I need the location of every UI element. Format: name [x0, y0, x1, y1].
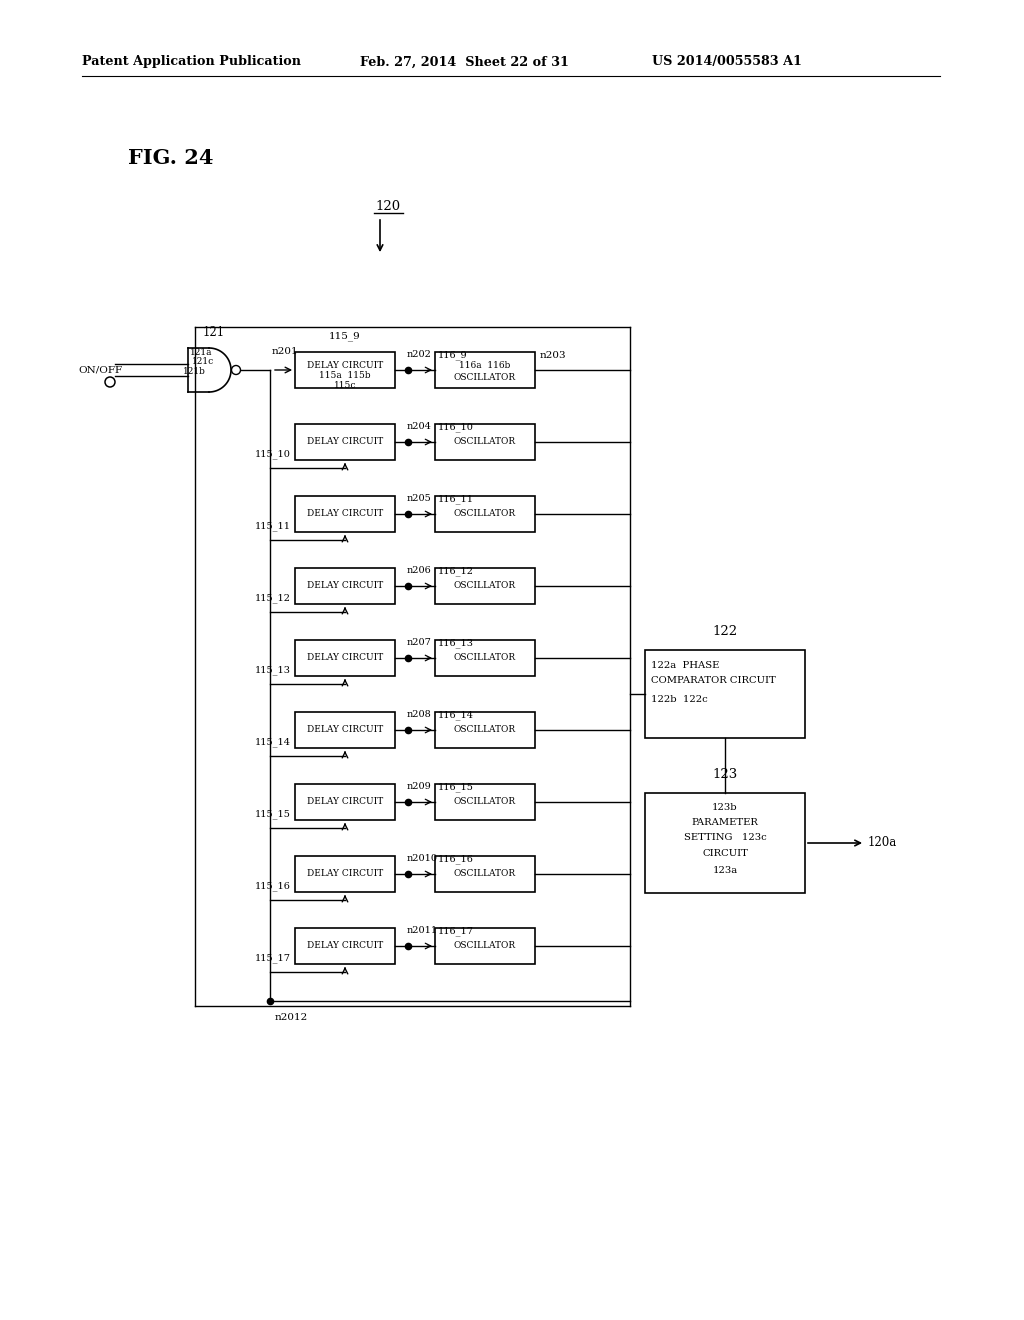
- Text: SETTING   123c: SETTING 123c: [684, 833, 766, 842]
- FancyBboxPatch shape: [435, 855, 535, 892]
- Text: 116a  116b: 116a 116b: [460, 360, 511, 370]
- FancyBboxPatch shape: [435, 424, 535, 459]
- Text: 120a: 120a: [868, 837, 897, 850]
- FancyBboxPatch shape: [645, 649, 805, 738]
- Text: 116_17: 116_17: [438, 927, 474, 936]
- FancyBboxPatch shape: [435, 352, 535, 388]
- Text: OSCILLATOR: OSCILLATOR: [454, 582, 516, 590]
- Text: DELAY CIRCUIT: DELAY CIRCUIT: [307, 797, 383, 807]
- Text: OSCILLATOR: OSCILLATOR: [454, 510, 516, 519]
- FancyBboxPatch shape: [295, 855, 395, 892]
- FancyBboxPatch shape: [435, 496, 535, 532]
- FancyBboxPatch shape: [435, 711, 535, 748]
- Text: 116_15: 116_15: [438, 781, 474, 792]
- Text: 121b: 121b: [182, 367, 206, 376]
- Text: 115a  115b: 115a 115b: [319, 371, 371, 380]
- FancyBboxPatch shape: [295, 424, 395, 459]
- FancyBboxPatch shape: [295, 784, 395, 820]
- Text: Feb. 27, 2014  Sheet 22 of 31: Feb. 27, 2014 Sheet 22 of 31: [360, 55, 569, 69]
- Text: DELAY CIRCUIT: DELAY CIRCUIT: [307, 510, 383, 519]
- Text: DELAY CIRCUIT: DELAY CIRCUIT: [307, 437, 383, 446]
- Text: n2012: n2012: [275, 1012, 308, 1022]
- Text: OSCILLATOR: OSCILLATOR: [454, 653, 516, 663]
- Text: 123a: 123a: [713, 866, 737, 875]
- Text: Patent Application Publication: Patent Application Publication: [82, 55, 301, 69]
- Text: DELAY CIRCUIT: DELAY CIRCUIT: [307, 726, 383, 734]
- Text: n209: n209: [407, 781, 432, 791]
- FancyBboxPatch shape: [295, 352, 395, 388]
- Text: n207: n207: [407, 638, 432, 647]
- Text: ON/OFF: ON/OFF: [78, 366, 122, 375]
- Text: n206: n206: [407, 566, 432, 576]
- Text: 115_17: 115_17: [255, 953, 291, 962]
- Text: n208: n208: [407, 710, 432, 719]
- Text: 115_15: 115_15: [255, 809, 291, 818]
- FancyBboxPatch shape: [645, 793, 805, 894]
- Text: 115_16: 115_16: [255, 880, 291, 891]
- FancyBboxPatch shape: [435, 640, 535, 676]
- Text: 122b  122c: 122b 122c: [651, 696, 708, 704]
- Text: 116_12: 116_12: [438, 566, 474, 576]
- Text: 121a: 121a: [189, 348, 212, 356]
- FancyBboxPatch shape: [295, 711, 395, 748]
- Text: 116_11: 116_11: [438, 494, 474, 504]
- Text: US 2014/0055583 A1: US 2014/0055583 A1: [652, 55, 802, 69]
- Text: 115_13: 115_13: [255, 665, 291, 675]
- Text: n2011: n2011: [407, 927, 438, 935]
- Text: PARAMETER: PARAMETER: [691, 818, 759, 828]
- FancyBboxPatch shape: [435, 568, 535, 605]
- Text: 121: 121: [203, 326, 225, 339]
- Text: DELAY CIRCUIT: DELAY CIRCUIT: [307, 870, 383, 879]
- Text: 115_12: 115_12: [255, 593, 291, 603]
- Text: n203: n203: [540, 351, 566, 360]
- Text: n202: n202: [407, 350, 432, 359]
- Text: FIG. 24: FIG. 24: [128, 148, 213, 168]
- Text: OSCILLATOR: OSCILLATOR: [454, 797, 516, 807]
- Text: OSCILLATOR: OSCILLATOR: [454, 374, 516, 383]
- Text: 115c: 115c: [334, 381, 356, 391]
- Text: 122a  PHASE: 122a PHASE: [651, 661, 720, 671]
- Text: 115_14: 115_14: [255, 737, 291, 747]
- Text: 115_9: 115_9: [329, 331, 360, 341]
- Text: n204: n204: [407, 422, 432, 432]
- Text: DELAY CIRCUIT: DELAY CIRCUIT: [307, 582, 383, 590]
- Text: DELAY CIRCUIT: DELAY CIRCUIT: [307, 653, 383, 663]
- Text: 122: 122: [713, 624, 737, 638]
- Text: OSCILLATOR: OSCILLATOR: [454, 870, 516, 879]
- Text: COMPARATOR CIRCUIT: COMPARATOR CIRCUIT: [651, 676, 776, 685]
- Text: 116_14: 116_14: [438, 710, 474, 719]
- Text: 115_10: 115_10: [255, 449, 291, 458]
- Text: 116_16: 116_16: [438, 854, 474, 863]
- Text: OSCILLATOR: OSCILLATOR: [454, 941, 516, 950]
- Text: DELAY CIRCUIT: DELAY CIRCUIT: [307, 941, 383, 950]
- Text: DELAY CIRCUIT: DELAY CIRCUIT: [307, 362, 383, 371]
- Text: n201: n201: [272, 347, 299, 356]
- FancyBboxPatch shape: [295, 640, 395, 676]
- Text: 123: 123: [713, 768, 737, 781]
- Text: 121c: 121c: [191, 356, 214, 366]
- Text: OSCILLATOR: OSCILLATOR: [454, 726, 516, 734]
- Text: OSCILLATOR: OSCILLATOR: [454, 437, 516, 446]
- FancyBboxPatch shape: [435, 928, 535, 964]
- FancyBboxPatch shape: [435, 784, 535, 820]
- Text: 123b: 123b: [712, 803, 738, 812]
- Text: 115_11: 115_11: [255, 521, 291, 531]
- FancyBboxPatch shape: [295, 568, 395, 605]
- Text: n2010: n2010: [407, 854, 438, 863]
- FancyBboxPatch shape: [295, 496, 395, 532]
- Text: n205: n205: [407, 494, 432, 503]
- FancyBboxPatch shape: [295, 928, 395, 964]
- Text: 120: 120: [376, 201, 400, 214]
- Text: 116_13: 116_13: [438, 638, 474, 648]
- Text: CIRCUIT: CIRCUIT: [702, 849, 748, 858]
- Text: 116_9: 116_9: [438, 350, 468, 359]
- Text: 116_10: 116_10: [438, 422, 474, 432]
